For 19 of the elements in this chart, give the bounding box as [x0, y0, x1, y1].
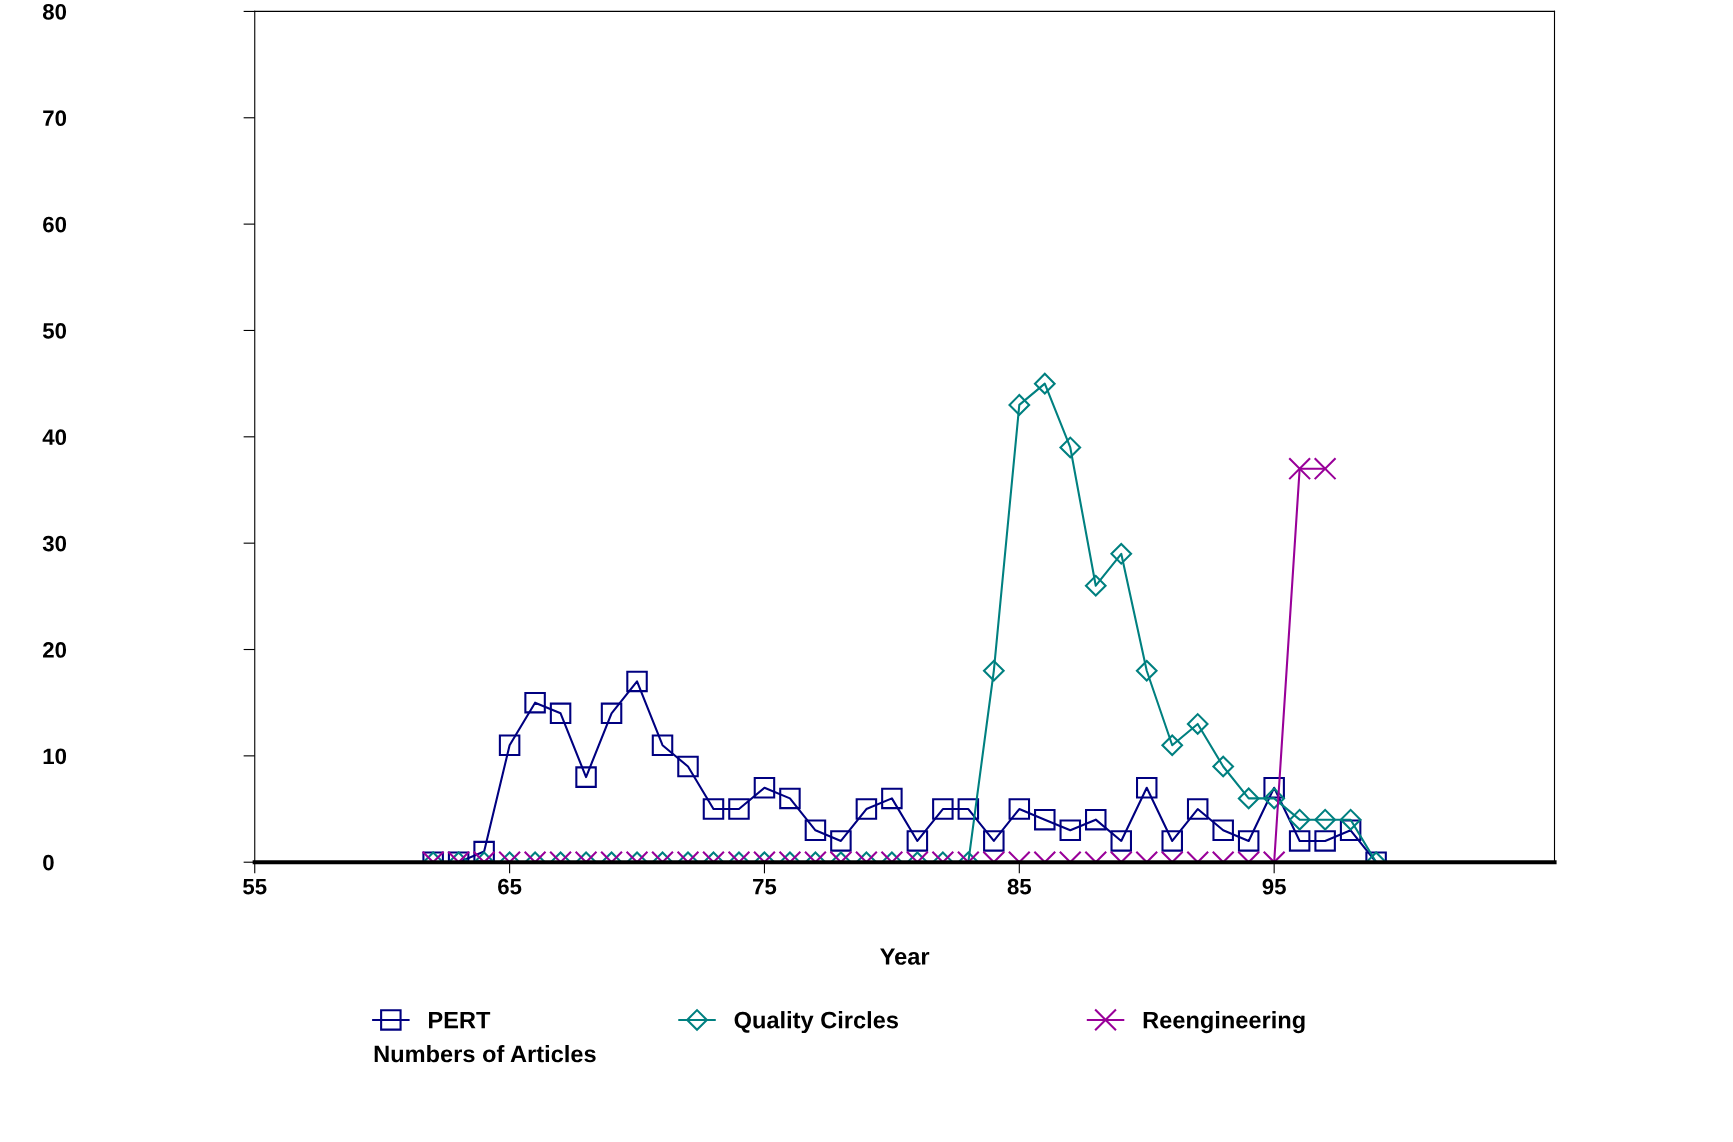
- y-tick-label: 70: [43, 110, 67, 127]
- x-tick-label: 95: [1262, 878, 1286, 895]
- y-tick-label: 40: [42, 429, 67, 446]
- y-tick-label: 30: [42, 535, 67, 552]
- y-tick-label: 80: [42, 3, 67, 20]
- x-axis-title: Year: [880, 948, 930, 965]
- x-tick-label: 55: [243, 879, 267, 895]
- x-tick-label: 75: [753, 879, 777, 895]
- legend-label: Reengineering: [1143, 1011, 1305, 1034]
- x-tick-label: 65: [498, 878, 522, 895]
- y-tick-label: 50: [42, 323, 67, 339]
- y-tick-label: 60: [43, 216, 67, 233]
- y-tick-label: 0: [43, 854, 54, 871]
- y-tick-label: 10: [43, 748, 67, 765]
- x-tick-label: 85: [1007, 878, 1032, 895]
- legend-label: Quality Circles: [734, 1011, 898, 1034]
- y-tick-label: 20: [43, 642, 67, 658]
- legend-title: Numbers of Articles: [374, 1045, 596, 1063]
- legend-label: PERT: [429, 1011, 491, 1029]
